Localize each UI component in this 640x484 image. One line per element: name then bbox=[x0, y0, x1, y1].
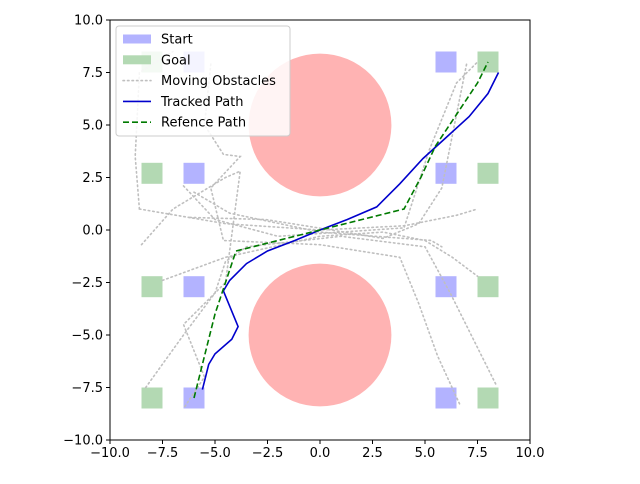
x-tick-label-5: 0.0 bbox=[310, 446, 331, 461]
goal-cell-7 bbox=[477, 276, 499, 298]
moving-obstacle-path-7 bbox=[203, 63, 462, 408]
y-tick-label-3: −5.0 bbox=[71, 329, 103, 344]
legend: Start Goal Moving Obstacles Tracked Path Ref… bbox=[115, 25, 291, 137]
goal-cell-3 bbox=[141, 276, 163, 298]
legend-label-2: Goal bbox=[161, 53, 191, 68]
y-tick-label-4: −2.5 bbox=[71, 276, 103, 291]
goal-cell-8 bbox=[477, 387, 499, 409]
tracked-path-line bbox=[201, 72, 500, 390]
obstacle-circle-2 bbox=[248, 263, 392, 407]
goal-cell-2 bbox=[141, 162, 163, 184]
y-tick-label-5: 0.0 bbox=[82, 224, 103, 239]
y-tick-label-8: 7.5 bbox=[82, 66, 103, 81]
moving-obstacle-path-3 bbox=[144, 235, 498, 389]
y-tick-label-7: 5.0 bbox=[82, 119, 103, 134]
moving-obstacle-path-8 bbox=[189, 61, 468, 240]
moving-obstacle-path-9 bbox=[193, 191, 443, 248]
start-cell-3 bbox=[183, 276, 205, 298]
x-tick-label-8: 7.5 bbox=[467, 446, 488, 461]
goal-cell-4 bbox=[141, 387, 163, 409]
start-cell-6 bbox=[435, 162, 457, 184]
x-tick-label-2: −7.5 bbox=[147, 446, 179, 461]
goal-cell-6 bbox=[477, 162, 499, 184]
start-cell-2 bbox=[183, 162, 205, 184]
legend-box bbox=[115, 25, 291, 137]
start-cell-8 bbox=[435, 387, 457, 409]
x-tick-label-3: −5.0 bbox=[199, 446, 231, 461]
start-cell-5 bbox=[435, 51, 457, 73]
x-axis: −10.0 −7.5 −5.0 −2.5 0.0 2.5 5.0 7.5 10.0 bbox=[90, 440, 544, 461]
reference-path-line bbox=[193, 61, 489, 399]
y-tick-label-2: −7.5 bbox=[71, 381, 103, 396]
legend-swatch-1 bbox=[123, 34, 151, 44]
x-tick-label-9: 10.0 bbox=[516, 446, 545, 461]
legend-swatch-2 bbox=[123, 55, 151, 65]
legend-label-1: Start bbox=[161, 33, 193, 48]
y-tick-label-6: 2.5 bbox=[82, 171, 103, 186]
y-axis: −10.0 −7.5 −5.0 −2.5 0.0 2.5 5.0 7.5 10.0 bbox=[63, 14, 110, 449]
y-tick-label-1: −10.0 bbox=[63, 434, 103, 449]
moving-obstacle-path-4 bbox=[138, 208, 479, 231]
x-tick-label-7: 5.0 bbox=[415, 446, 436, 461]
legend-label-5: Refence Path bbox=[161, 116, 246, 131]
plot-area bbox=[109, 19, 531, 441]
plot-content bbox=[134, 50, 500, 410]
x-tick-label-6: 2.5 bbox=[362, 446, 383, 461]
legend-label-3: Moving Obstacles bbox=[161, 74, 276, 89]
moving-obstacle-path-6 bbox=[182, 61, 479, 238]
x-tick-label-1: −10.0 bbox=[90, 446, 130, 461]
legend-label-4: Tracked Path bbox=[160, 95, 244, 110]
moving-obstacle-path-5 bbox=[161, 231, 479, 282]
x-tick-label-4: −2.5 bbox=[252, 446, 284, 461]
y-tick-label-9: 10.0 bbox=[74, 14, 103, 29]
